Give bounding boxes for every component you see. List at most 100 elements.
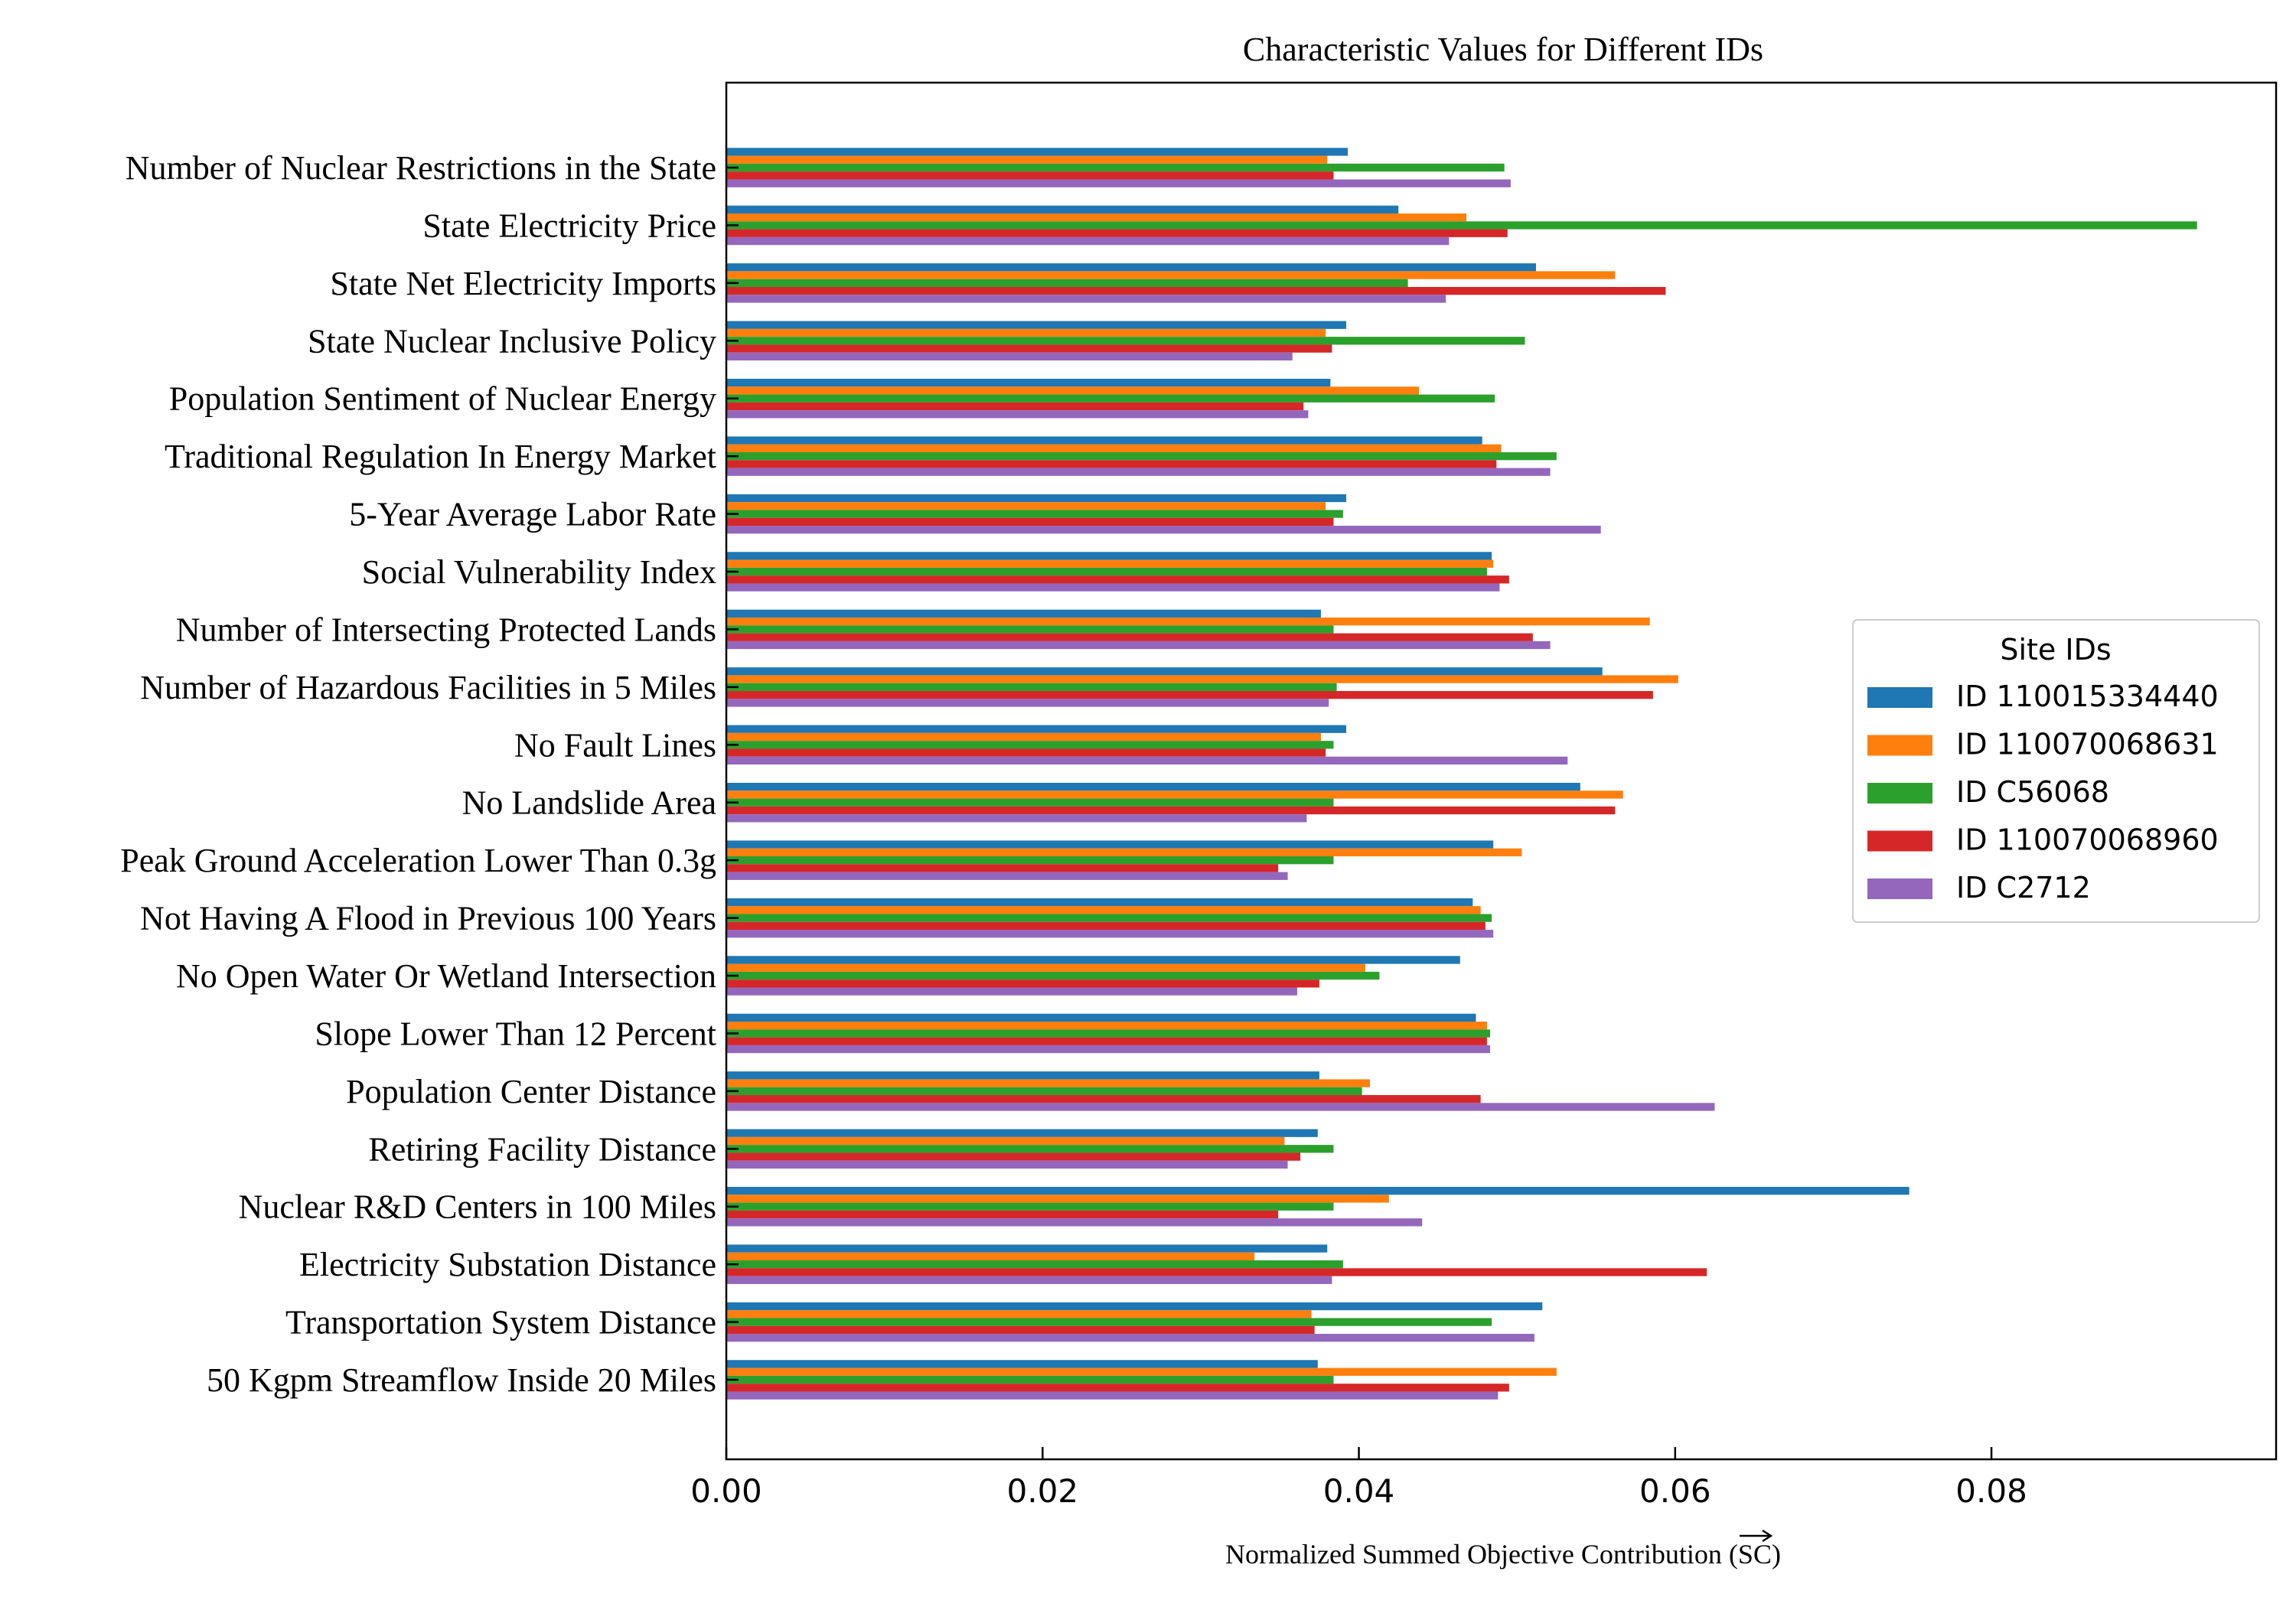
bar-5-15 [726,987,1297,996]
bar-3-3 [726,279,1408,288]
bar-5-7 [726,526,1601,534]
bar-2-15 [726,963,1365,972]
category-label: No Fault Lines [514,726,716,764]
x-tick-label: 0.04 [1323,1472,1395,1510]
category-label: Electricity Substation Distance [299,1246,716,1283]
bar-5-13 [726,872,1288,880]
category-label: State Nuclear Inclusive Policy [308,322,716,360]
x-ticks: 0.00 0.02 0.04 0.06 0.08 [690,1447,2027,1510]
bar-4-1 [726,171,1334,180]
bar-5-12 [726,814,1307,823]
category-labels: Number of Nuclear Restrictions in the St… [120,149,716,1399]
bar-2-11 [726,732,1321,742]
bar-2-3 [726,271,1616,279]
bar-5-8 [726,583,1500,592]
x-tick-label: 0.08 [1955,1472,2027,1510]
bar-1-3 [726,263,1536,272]
bar-2-18 [726,1136,1285,1146]
bar-3-18 [726,1145,1334,1153]
bar-2-8 [726,559,1494,568]
bar-2-19 [726,1195,1389,1203]
category-label: Retiring Facility Distance [368,1130,716,1168]
x-axis-label: Normalized Summed Objective Contribution… [1225,1539,1781,1570]
bar-4-19 [726,1210,1279,1219]
bar-4-8 [726,575,1509,584]
x-tick-label: 0.00 [690,1472,762,1510]
bar-4-20 [726,1268,1707,1276]
category-label: Peak Ground Acceleration Lower Than 0.3g [120,842,716,879]
bar-3-21 [726,1318,1492,1326]
vector-arrow-icon [1739,1529,1773,1543]
bar-5-9 [726,641,1551,650]
bar-4-17 [726,1095,1481,1103]
bar-3-2 [726,221,2197,230]
bar-3-12 [726,798,1334,807]
bar-4-22 [726,1384,1509,1392]
x-axis-label-main: Normalized Summed Objective Contribution… [1225,1539,1738,1570]
bar-1-15 [726,956,1460,964]
bar-1-7 [726,494,1346,503]
bar-1-19 [726,1186,1910,1195]
bar-2-6 [726,444,1502,452]
bar-3-20 [726,1260,1343,1269]
bar-4-13 [726,864,1279,872]
bar-5-5 [726,410,1309,419]
legend-swatch [1867,878,1932,899]
legend-swatch [1867,783,1932,804]
bar-1-6 [726,436,1482,445]
bar-4-3 [726,287,1666,295]
legend-swatch [1867,687,1932,708]
bar-3-15 [726,971,1380,980]
bar-1-11 [726,725,1346,733]
bar-4-7 [726,517,1334,526]
bar-3-14 [726,914,1492,922]
bar-1-9 [726,609,1321,618]
chart-title: Characteristic Values for Different IDs [1243,31,1763,68]
bar-3-7 [726,510,1343,518]
bar-1-16 [726,1013,1476,1022]
bar-1-8 [726,552,1492,560]
category-label: State Electricity Price [422,207,716,244]
legend-swatch [1867,735,1932,756]
bar-3-8 [726,567,1487,576]
category-label: Number of Hazardous Facilities in 5 Mile… [140,669,716,706]
bar-5-1 [726,179,1511,187]
bars-group [726,148,2197,1400]
bar-4-4 [726,344,1332,353]
bar-1-18 [726,1129,1318,1137]
legend-label: ID 110015334440 [1956,680,2219,713]
bar-5-17 [726,1103,1715,1111]
bar-4-12 [726,806,1616,815]
bar-5-16 [726,1045,1491,1054]
bar-3-19 [726,1202,1334,1211]
legend-title: Site IDs [2000,633,2111,667]
bar-4-15 [726,980,1319,988]
bar-2-7 [726,502,1326,510]
bar-1-13 [726,840,1494,849]
legend-swatch [1867,830,1932,852]
bar-5-22 [726,1391,1499,1400]
x-axis-label-end: ) [1772,1539,1781,1570]
bar-2-5 [726,386,1420,395]
bar-4-21 [726,1325,1315,1335]
bar-2-21 [726,1310,1312,1319]
bar-3-6 [726,452,1557,461]
legend[interactable]: Site IDs ID 110015334440 ID 110070068631 I… [1852,619,2260,923]
bar-1-12 [726,782,1580,791]
bar-1-17 [726,1071,1319,1080]
legend-label: ID 110070068960 [1956,823,2219,857]
bar-5-14 [726,930,1494,938]
bar-3-13 [726,856,1334,865]
bar-5-21 [726,1334,1534,1342]
x-tick-label: 0.06 [1639,1472,1711,1510]
bar-4-5 [726,402,1304,411]
category-label: Transportation System Distance [285,1304,716,1341]
legend-label: ID 110070068631 [1956,728,2219,761]
bar-2-13 [726,848,1522,857]
category-label: Traditional Regulation In Energy Market [165,438,716,475]
bar-3-9 [726,625,1334,634]
bar-1-14 [726,898,1473,907]
bar-3-16 [726,1029,1491,1038]
category-label: Number of Intersecting Protected Lands [176,611,716,648]
bar-2-2 [726,213,1467,222]
